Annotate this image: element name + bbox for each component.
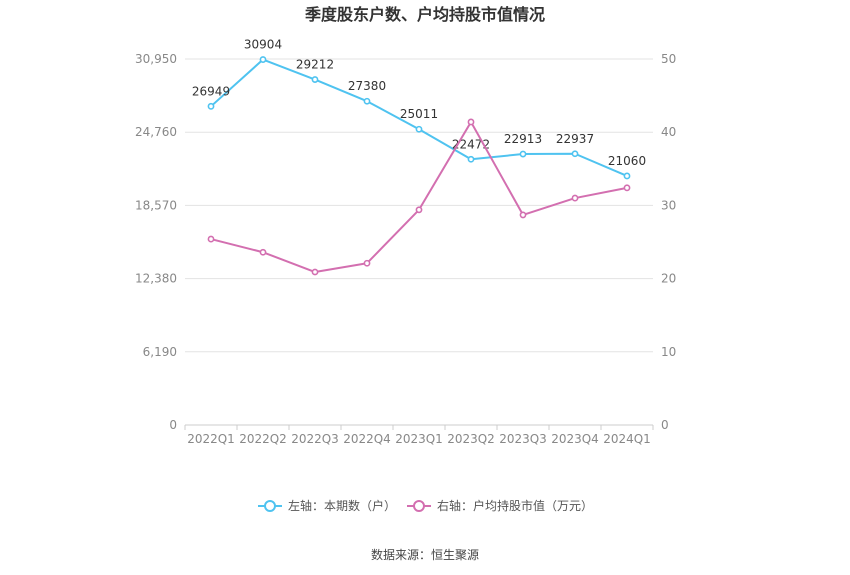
- data-point: [207, 102, 215, 110]
- data-label: 21060: [608, 154, 646, 168]
- data-point: [259, 56, 267, 63]
- x-tick-label: 2022Q4: [343, 432, 391, 446]
- data-point: [467, 118, 475, 126]
- data-point: [415, 125, 423, 133]
- data-point: [467, 155, 475, 163]
- data-label: 29212: [296, 58, 334, 72]
- x-tick-label: 2024Q1: [603, 432, 651, 446]
- right-tick-label: 20: [661, 272, 676, 286]
- legend-label-1: 左轴：本期数（户）: [288, 498, 396, 513]
- grid: [185, 58, 653, 353]
- data-point: [363, 97, 371, 105]
- left-tick-label: 12,380: [135, 272, 177, 286]
- data-point: [519, 211, 527, 219]
- x-tick-label: 2023Q4: [551, 432, 599, 446]
- data-label: 26949: [192, 84, 230, 98]
- data-point: [571, 194, 579, 202]
- legend-marker-2: [413, 500, 425, 512]
- right-tick-label: 50: [661, 52, 676, 66]
- right-tick-label: 10: [661, 345, 676, 359]
- x-tick-label: 2022Q1: [187, 432, 235, 446]
- data-point: [311, 76, 319, 83]
- right-tick-label: 0: [661, 418, 669, 432]
- left-tick-label: 30,950: [135, 52, 177, 66]
- data-point: [623, 172, 631, 180]
- left-tick-label: 24,760: [135, 125, 177, 139]
- x-tick-label: 2022Q2: [239, 432, 287, 446]
- data-label: 30904: [244, 38, 282, 52]
- data-point: [623, 184, 631, 192]
- x-tick-label: 2023Q2: [447, 432, 495, 446]
- chart-title: 季度股东户数、户均持股市值情况: [304, 5, 545, 24]
- x-tick-label: 2023Q1: [395, 432, 443, 446]
- data-point: [207, 235, 215, 243]
- x-tick-label: 2022Q3: [291, 432, 339, 446]
- data-point: [571, 150, 579, 158]
- data-source: 数据来源：恒生聚源: [371, 547, 479, 562]
- right-tick-label: 40: [661, 125, 676, 139]
- left-tick-label: 0: [169, 418, 177, 432]
- x-tick-label: 2023Q3: [499, 432, 547, 446]
- data-point: [311, 268, 319, 276]
- right-tick-label: 30: [661, 198, 676, 212]
- data-label: 25011: [400, 107, 438, 121]
- data-point: [519, 150, 527, 158]
- data-label: 22937: [556, 132, 594, 146]
- left-tick-label: 6,190: [143, 345, 177, 359]
- legend-label-2: 右轴：户均持股市值（万元）: [437, 498, 593, 513]
- legend-marker-1: [264, 500, 276, 512]
- axes: 0 0 6,190 10 12,380 20 18,570 30 24,760 40 30,950 5…: [135, 52, 676, 446]
- data-point: [259, 248, 267, 256]
- legend: 左轴：本期数（户） 右轴：户均持股市值（万元）: [258, 498, 593, 513]
- data-point: [415, 206, 423, 214]
- data-label: 27380: [348, 79, 386, 93]
- data-point: [363, 259, 371, 267]
- left-tick-label: 18,570: [135, 198, 177, 212]
- data-label: 22913: [504, 132, 542, 146]
